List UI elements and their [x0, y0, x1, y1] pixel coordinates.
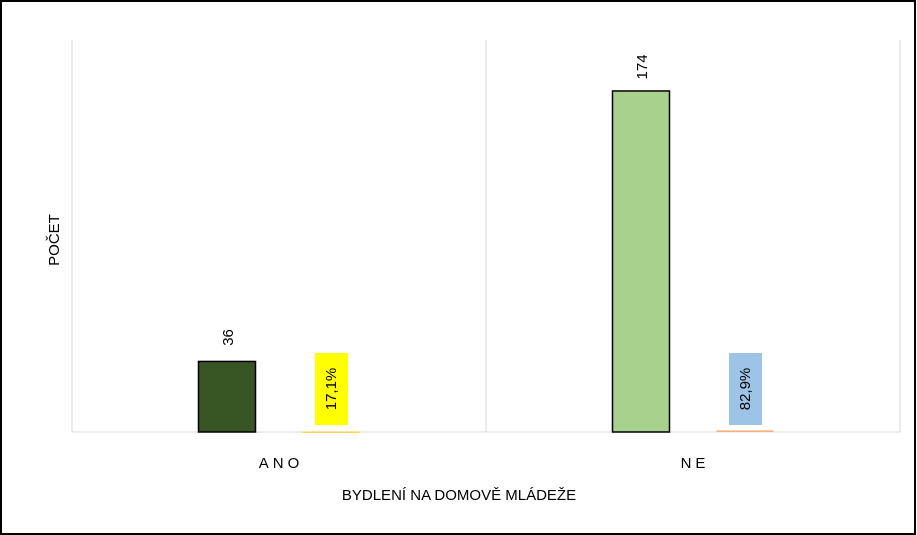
x-tick-label: ANO [259, 455, 304, 472]
bar [197, 360, 257, 433]
bar [302, 431, 360, 433]
bar [611, 90, 671, 433]
data-label: 174 [634, 54, 651, 79]
data-label-background [315, 353, 348, 425]
data-label: 36 [220, 329, 237, 346]
data-label: 17,1% [323, 368, 340, 411]
data-label-background [729, 353, 762, 425]
x-tick-label: NE [681, 455, 710, 472]
bar [716, 430, 774, 432]
data-label: 82,9% [737, 368, 754, 411]
y-axis-title: POČET [46, 214, 63, 266]
x-axis-title: BYDLENÍ NA DOMOVĚ MLÁDEŽE [342, 487, 576, 504]
